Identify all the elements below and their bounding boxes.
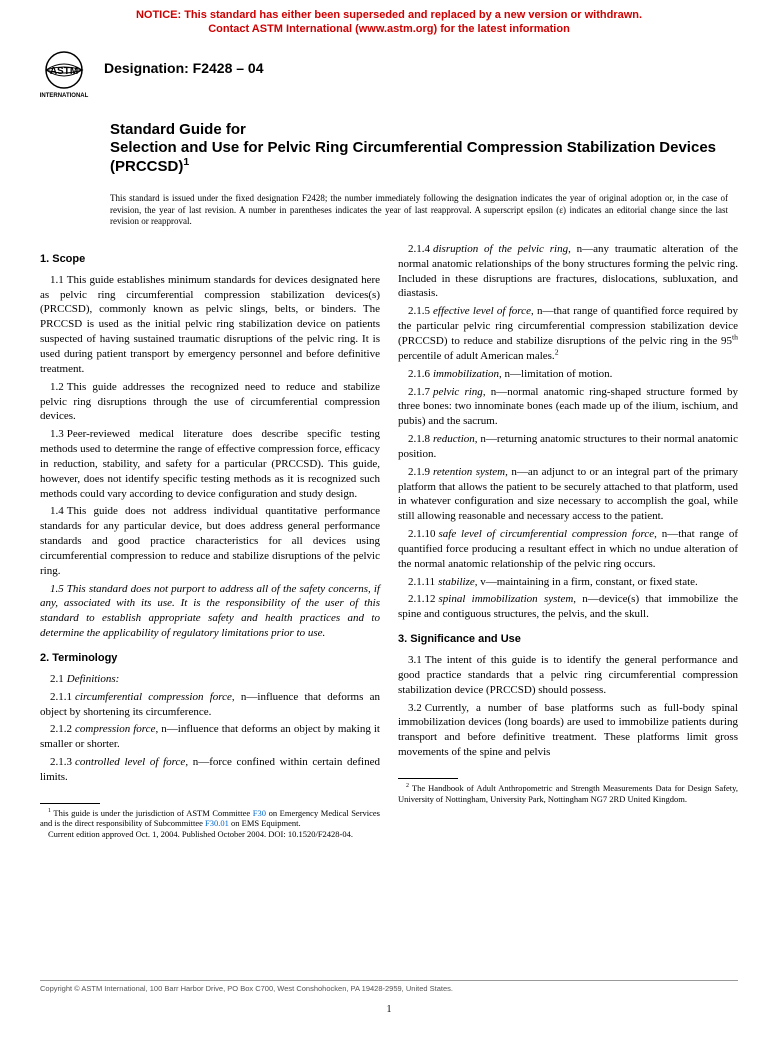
notice-banner: NOTICE: This standard has either been su… — [0, 0, 778, 41]
para-2-1-5: 2.1.5effective level of force, n—that ra… — [398, 304, 738, 363]
para-2-1-11: 2.1.11stabilize, v—maintaining in a firm… — [398, 575, 738, 590]
footnote-1: 1 This guide is under the jurisdiction o… — [40, 808, 380, 829]
notice-line1: NOTICE: This standard has either been su… — [136, 9, 642, 21]
column-right: 2.1.4disruption of the pelvic ring, n—an… — [398, 242, 738, 840]
para-1-3: 1.3Peer-reviewed medical literature does… — [40, 427, 380, 501]
para-3-1: 3.1The intent of this guide is to identi… — [398, 653, 738, 698]
astm-logo: ASTM INTERNATIONAL — [36, 47, 92, 103]
body-columns: 1. Scope 1.1This guide establishes minim… — [0, 238, 778, 840]
column-left: 1. Scope 1.1This guide establishes minim… — [40, 242, 380, 840]
designation: Designation: F2428 – 04 — [104, 60, 264, 76]
svg-text:INTERNATIONAL: INTERNATIONAL — [40, 93, 89, 99]
para-2-1: 2.1Definitions: — [40, 672, 380, 687]
link-f30[interactable]: F30 — [253, 808, 266, 818]
header-row: ASTM INTERNATIONAL Designation: F2428 – … — [0, 41, 778, 103]
para-1-1: 1.1This guide establishes minimum standa… — [40, 273, 380, 377]
para-2-1-9: 2.1.9retention system, n—an adjunct to o… — [398, 465, 738, 524]
terminology-heading: 2. Terminology — [40, 651, 380, 666]
para-2-1-6: 2.1.6immobilization, n—limitation of mot… — [398, 367, 738, 382]
page-number: 1 — [0, 1004, 778, 1015]
para-2-1-10: 2.1.10safe level of circumferential comp… — [398, 527, 738, 572]
significance-heading: 3. Significance and Use — [398, 632, 738, 647]
scope-heading: 1. Scope — [40, 252, 380, 267]
footnote-rule-left — [40, 803, 100, 804]
link-f30-01[interactable]: F30.01 — [205, 818, 229, 828]
para-2-1-7: 2.1.7pelvic ring, n—normal anatomic ring… — [398, 385, 738, 430]
para-1-4: 1.4This guide does not address individua… — [40, 504, 380, 578]
para-2-1-2: 2.1.2compression force, n—influence that… — [40, 722, 380, 752]
footnote-2: 2 The Handbook of Adult Anthropometric a… — [398, 783, 738, 804]
para-1-5: 1.5This standard does not purport to add… — [40, 582, 380, 641]
copyright: Copyright © ASTM International, 100 Barr… — [40, 980, 738, 993]
title-pre: Standard Guide for — [110, 121, 738, 140]
para-2-1-4: 2.1.4disruption of the pelvic ring, n—an… — [398, 242, 738, 301]
footnote-1b: Current edition approved Oct. 1, 2004. P… — [40, 829, 380, 840]
para-2-1-1: 2.1.1circumferential compression force, … — [40, 690, 380, 720]
para-1-2: 1.2This guide addresses the recognized n… — [40, 380, 380, 425]
issue-note: This standard is issued under the fixed … — [0, 183, 778, 238]
para-2-1-8: 2.1.8reduction, n—returning anatomic str… — [398, 432, 738, 462]
para-2-1-12: 2.1.12spinal immobilization system, n—de… — [398, 592, 738, 622]
footnote-rule-right — [398, 778, 458, 779]
title-main: Selection and Use for Pelvic Ring Circum… — [110, 139, 738, 177]
para-3-2: 3.2Currently, a number of base platforms… — [398, 701, 738, 760]
notice-line2: Contact ASTM International (www.astm.org… — [208, 23, 570, 35]
para-2-1-3: 2.1.3controlled level of force, n—force … — [40, 755, 380, 785]
title-block: Standard Guide for Selection and Use for… — [0, 103, 778, 183]
svg-text:ASTM: ASTM — [50, 66, 78, 77]
